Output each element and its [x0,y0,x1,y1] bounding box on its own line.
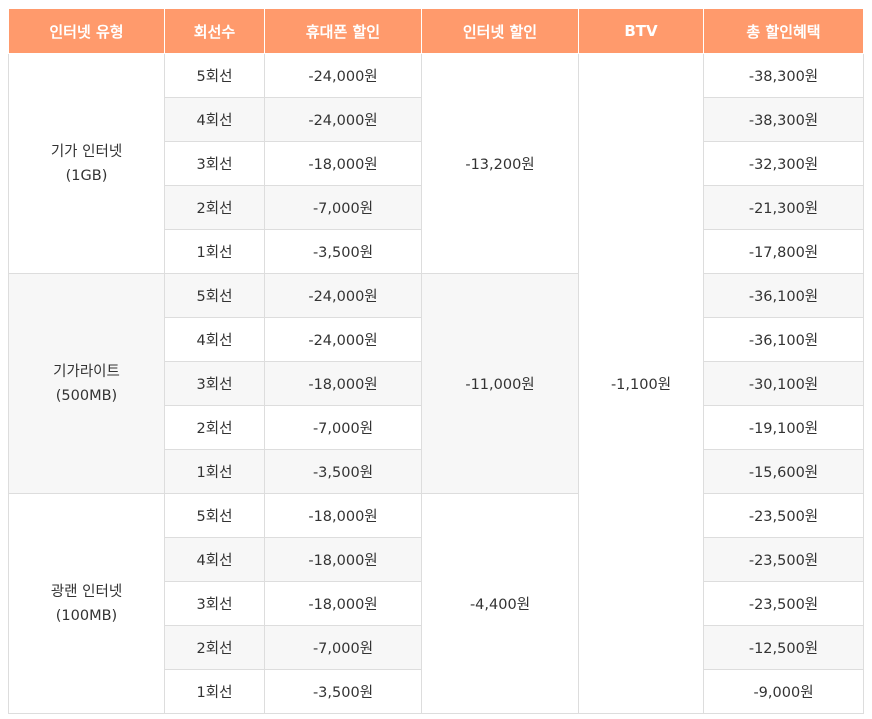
line-count-cell: 4회선 [164,97,265,142]
total-discount-cell: -17,800원 [703,229,864,274]
table-row: 기가 인터넷 (1GB) 5회선 -24,000원 -13,200원 -1,10… [8,53,864,714]
total-discount-cell: -19,100원 [703,405,864,450]
total-discount-cell: -23,500원 [703,493,864,538]
table-row: 광랜 인터넷 (100MB) 5회선 -18,000원 -4,400원 -23,… [8,493,864,714]
internet-type-name: 기가 인터넷 [50,143,123,160]
line-count-cell: 2회선 [164,185,265,230]
line-count-cell: 5회선 [164,273,265,318]
table-row: 2회선 -7,000원 -12,500원 [9,625,864,670]
line-count-cell: 4회선 [164,317,265,362]
discount-table: 인터넷 유형 회선수 휴대폰 할인 인터넷 할인 BTV 총 할인혜택 기가 인… [8,8,864,714]
header-internet-type: 인터넷 유형 [8,8,165,54]
internet-type-cell: 광랜 인터넷 (100MB) [8,493,165,714]
phone-discount-cell: -18,000원 [264,141,422,186]
line-count-cell: 3회선 [164,141,265,186]
line-count-cell: 5회선 [164,53,265,98]
line-count-cell: 1회선 [164,669,265,714]
total-discount-cell: -9,000원 [703,669,864,714]
phone-discount-cell: -18,000원 [264,537,422,582]
total-discount-cell: -21,300원 [703,185,864,230]
internet-type-name: 광랜 인터넷 [50,583,123,600]
table-row: 1회선 -3,500원 -17,800원 [9,229,864,274]
phone-discount-cell: -24,000원 [264,317,422,362]
header-line-count: 회선수 [164,8,265,54]
total-discount-cell: -32,300원 [703,141,864,186]
total-discount-cell: -36,100원 [703,273,864,318]
line-count-cell: 4회선 [164,537,265,582]
phone-discount-cell: -7,000원 [264,625,422,670]
line-count-cell: 2회선 [164,625,265,670]
table-row: 2회선 -7,000원 -21,300원 [9,185,864,230]
header-btv: BTV [578,8,704,54]
btv-discount-cell: -1,100원 [578,53,704,714]
phone-discount-cell: -7,000원 [264,405,422,450]
table-row: 기가라이트 (500MB) 5회선 -24,000원 -11,000원 -36,… [8,273,864,494]
table-row: 1회선 -3,500원 -15,600원 [9,449,864,494]
internet-type-speed: (500MB) [55,387,118,404]
phone-discount-cell: -24,000원 [264,97,422,142]
phone-discount-cell: -3,500원 [264,229,422,274]
total-discount-cell: -15,600원 [703,449,864,494]
header-internet-discount: 인터넷 할인 [421,8,579,54]
line-count-cell: 1회선 [164,449,265,494]
phone-discount-cell: -18,000원 [264,361,422,406]
total-discount-cell: -30,100원 [703,361,864,406]
phone-discount-cell: -3,500원 [264,669,422,714]
internet-type-speed: (1GB) [65,167,108,184]
internet-type-speed: (100MB) [55,607,118,624]
total-discount-cell: -38,300원 [703,97,864,142]
internet-discount-cell: -13,200원 [421,53,579,274]
phone-discount-cell: -24,000원 [264,273,422,318]
total-discount-cell: -23,500원 [703,537,864,582]
phone-discount-cell: -24,000원 [264,53,422,98]
table-row: 4회선 -24,000원 -38,300원 [9,97,864,142]
header-phone-discount: 휴대폰 할인 [264,8,422,54]
phone-discount-cell: -18,000원 [264,493,422,538]
line-count-cell: 1회선 [164,229,265,274]
table-row: 3회선 -18,000원 -32,300원 [9,141,864,186]
total-discount-cell: -23,500원 [703,581,864,626]
table-row: 1회선 -3,500원 -9,000원 [9,669,864,714]
internet-type-cell: 기가라이트 (500MB) [8,273,165,494]
table-row: 3회선 -18,000원 -23,500원 [9,581,864,626]
header-total-discount: 총 할인혜택 [703,8,864,54]
internet-type-name: 기가라이트 [53,363,120,380]
phone-discount-cell: -3,500원 [264,449,422,494]
internet-discount-cell: -4,400원 [421,493,579,714]
table-row: 3회선 -18,000원 -30,100원 [9,361,864,406]
phone-discount-cell: -7,000원 [264,185,422,230]
line-count-cell: 5회선 [164,493,265,538]
header-row: 인터넷 유형 회선수 휴대폰 할인 인터넷 할인 BTV 총 할인혜택 [8,8,864,54]
table-row: 4회선 -18,000원 -23,500원 [9,537,864,582]
internet-type-cell: 기가 인터넷 (1GB) [8,53,165,274]
line-count-cell: 2회선 [164,405,265,450]
phone-discount-cell: -18,000원 [264,581,422,626]
total-discount-cell: -12,500원 [703,625,864,670]
line-count-cell: 3회선 [164,581,265,626]
total-discount-cell: -38,300원 [703,53,864,98]
internet-discount-cell: -11,000원 [421,273,579,494]
table-row: 4회선 -24,000원 -36,100원 [9,317,864,362]
total-discount-cell: -36,100원 [703,317,864,362]
line-count-cell: 3회선 [164,361,265,406]
